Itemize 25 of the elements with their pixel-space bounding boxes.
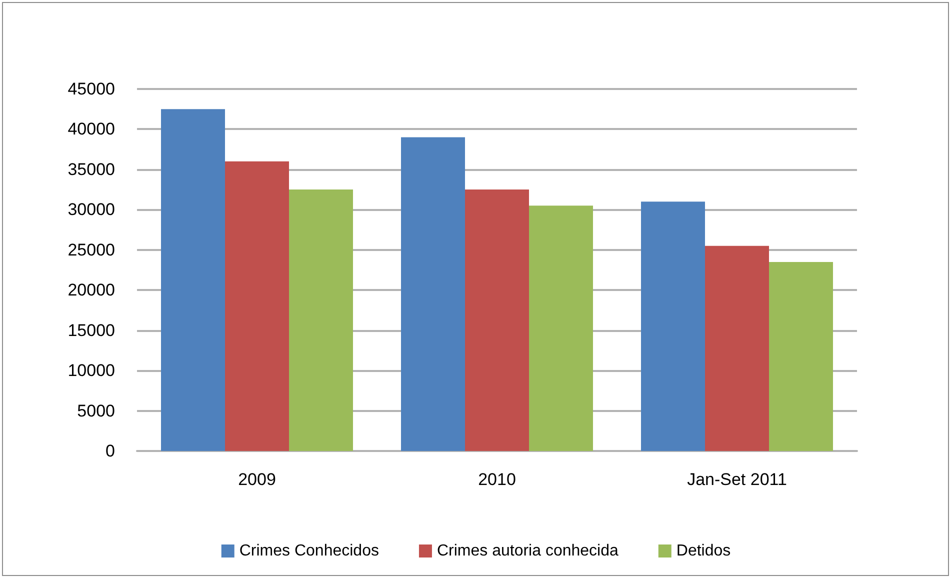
y-tick-label: 40000 (68, 120, 115, 139)
bar (769, 262, 833, 451)
bar (161, 109, 225, 451)
bar (401, 137, 465, 451)
x-tick-label: 2009 (238, 470, 276, 489)
legend-label: Detidos (676, 542, 731, 560)
y-tick-label: 20000 (68, 280, 115, 300)
legend-label: Crimes autoria conhecida (436, 542, 618, 560)
y-tick-label: 15000 (68, 320, 115, 340)
bar (465, 190, 529, 451)
y-tick-label: 10000 (68, 361, 115, 380)
bar (705, 246, 769, 451)
legend-label: Crimes Conhecidos (239, 542, 379, 560)
y-tick-label: 0 (106, 442, 115, 460)
x-tick-label: 2010 (478, 470, 516, 489)
bar (529, 206, 593, 451)
y-tick-label: 45000 (68, 80, 115, 98)
x-tick-label: Jan-Set 2011 (687, 470, 787, 489)
y-tick-label: 5000 (77, 401, 115, 420)
bar (641, 202, 705, 451)
y-tick-label: 25000 (68, 240, 115, 260)
bar (225, 161, 289, 451)
y-tick-label: 30000 (68, 200, 115, 220)
y-tick-label: 35000 (68, 160, 115, 179)
bar (289, 190, 353, 451)
